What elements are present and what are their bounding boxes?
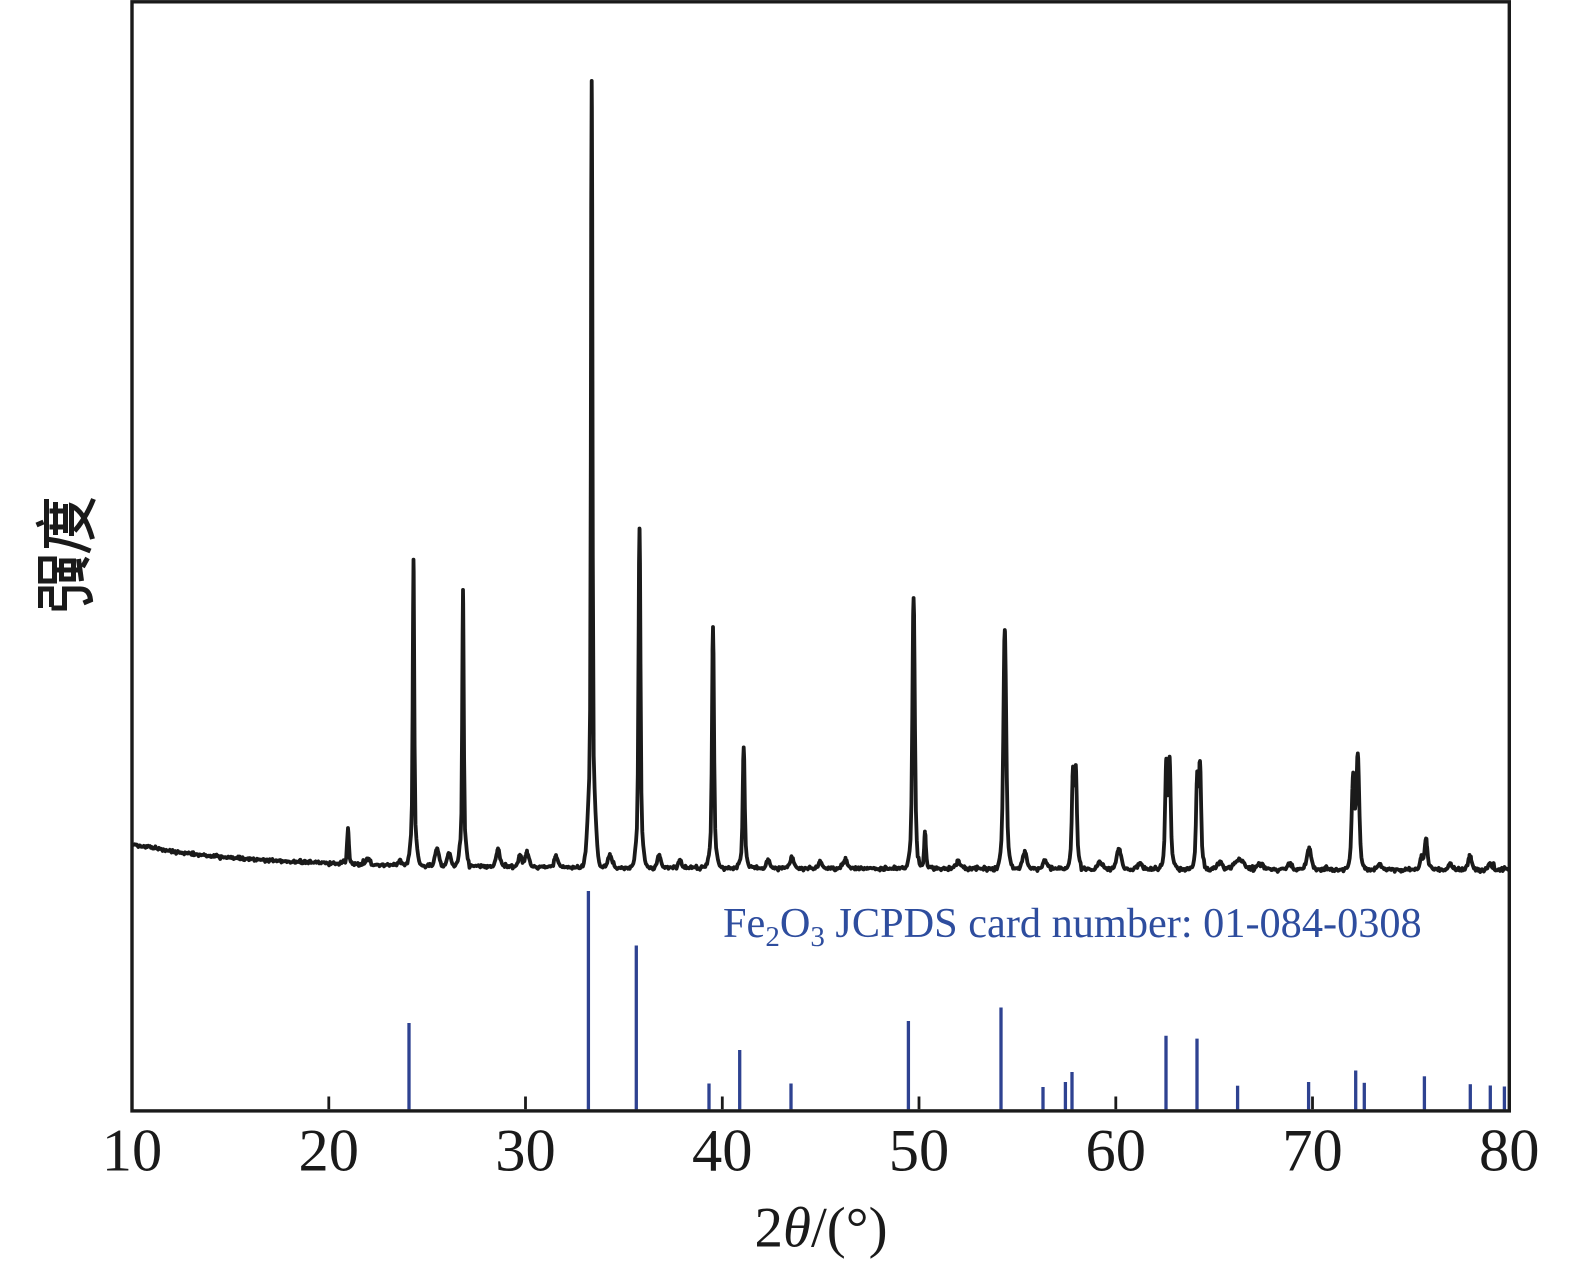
svg-text:20: 20 bbox=[299, 1118, 360, 1185]
svg-text:70: 70 bbox=[1282, 1118, 1343, 1185]
svg-text:30: 30 bbox=[495, 1118, 556, 1185]
svg-text:2θ/(°): 2θ/(°) bbox=[754, 1197, 887, 1260]
svg-text:10: 10 bbox=[102, 1118, 163, 1185]
svg-text:60: 60 bbox=[1086, 1118, 1147, 1185]
svg-text:40: 40 bbox=[692, 1118, 753, 1185]
svg-text:Fe2O3 JCPDS card number: 01-08: Fe2O3 JCPDS card number: 01-084-0308 bbox=[723, 900, 1422, 953]
svg-text:80: 80 bbox=[1479, 1118, 1540, 1185]
svg-text:50: 50 bbox=[889, 1118, 950, 1185]
